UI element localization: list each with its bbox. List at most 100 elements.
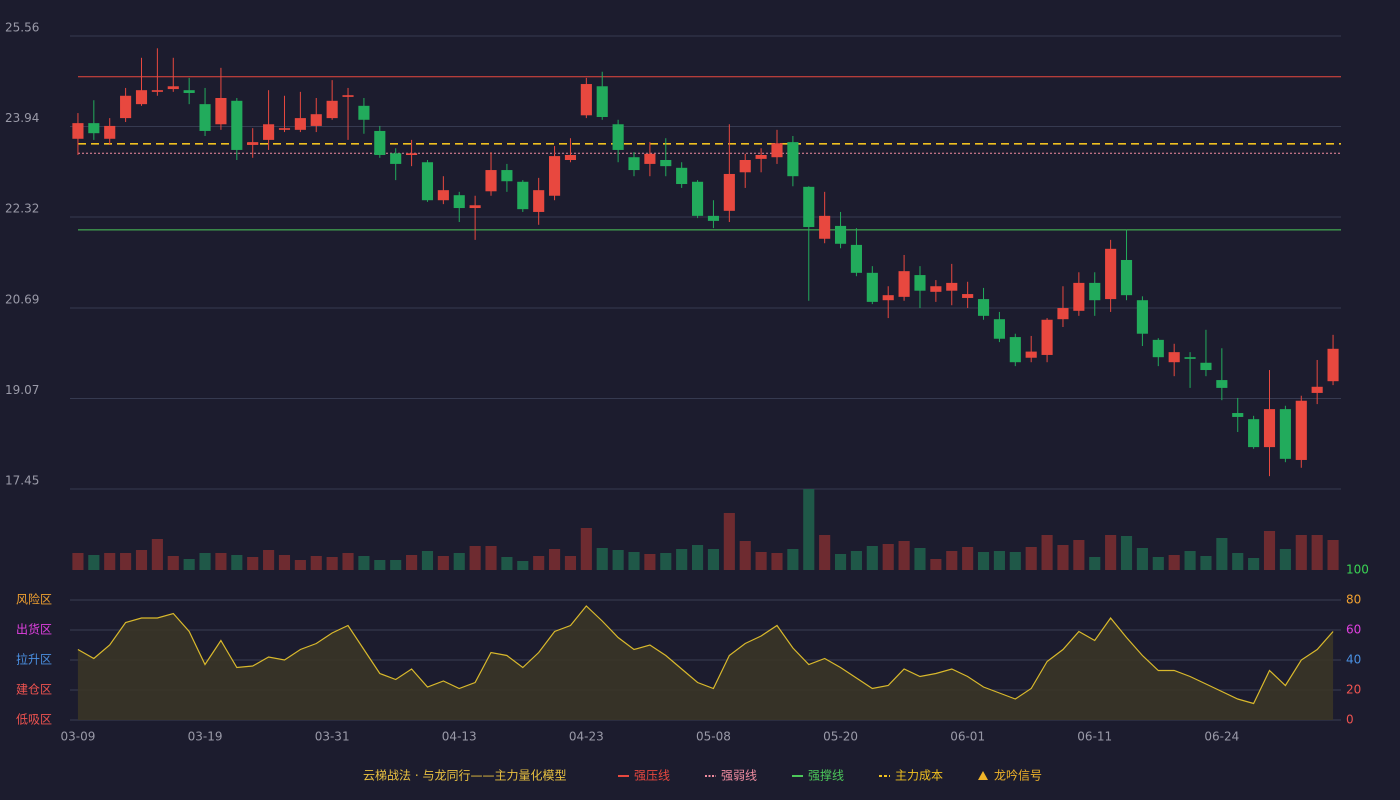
volume-bar: [167, 556, 179, 570]
volume-bar: [374, 560, 386, 570]
candle-body: [787, 142, 799, 177]
x-tick-label: 06-24: [1204, 730, 1239, 744]
legend-swatch: [978, 771, 988, 780]
candle-body: [199, 104, 211, 131]
candle-body: [596, 86, 608, 117]
candle-body: [437, 190, 449, 201]
y-tick-label: 19.07: [5, 383, 39, 397]
volume-bar: [977, 552, 990, 570]
y-tick-label: 20.69: [5, 293, 39, 307]
y-tick-label: 25.56: [5, 21, 39, 35]
volume-bar: [1216, 538, 1228, 570]
volume-bar: [564, 556, 577, 570]
volume-bar: [247, 557, 259, 570]
oscillator-line: [77, 605, 1334, 705]
candle-body: [914, 275, 926, 291]
volume-bar: [326, 557, 338, 570]
candle-body: [485, 170, 497, 192]
x-tick-label: 06-01: [950, 730, 985, 744]
candle-body: [1311, 386, 1323, 393]
volume-bar: [580, 528, 592, 570]
candle-body: [231, 100, 243, 150]
x-tick-label: 05-20: [823, 730, 858, 744]
volume-bar: [501, 557, 513, 570]
volume-bar: [469, 546, 481, 570]
volume-bar: [390, 560, 402, 570]
candle-body: [453, 195, 465, 209]
legend-label: 主力成本: [895, 769, 943, 783]
candle-body: [962, 294, 974, 298]
volume-bar: [866, 546, 878, 570]
volume-bar: [882, 544, 894, 570]
candle-body: [1105, 248, 1117, 300]
zone-label: 出货区: [16, 622, 52, 637]
candle-body: [946, 282, 958, 291]
candle-body: [374, 130, 386, 155]
candle-body: [310, 114, 322, 126]
candle-body: [120, 95, 132, 119]
legend-label: 强撑线: [808, 768, 844, 783]
candle-body: [564, 154, 577, 161]
volume-bar: [533, 556, 545, 570]
candle-body: [723, 173, 735, 211]
volume-bar: [104, 553, 116, 570]
volume-bar: [930, 559, 942, 570]
volume-bar: [135, 550, 148, 570]
oscillator-area: [77, 606, 1334, 720]
volume-bar: [962, 547, 974, 570]
candle-body: [167, 86, 179, 90]
volume-bar: [88, 555, 100, 570]
volume-bar: [231, 555, 243, 570]
y-tick-label: 22.32: [5, 201, 39, 215]
x-tick-label: 04-23: [569, 730, 604, 744]
volume-bar: [660, 553, 672, 570]
volume-bar: [739, 541, 751, 570]
candle-body: [1168, 352, 1180, 363]
volume-bar: [691, 545, 704, 570]
volume-bar: [278, 555, 291, 570]
volume-bar: [1120, 536, 1133, 570]
candle-body: [469, 205, 481, 209]
candle-body: [660, 160, 672, 167]
candle-body: [993, 319, 1005, 339]
candle-body: [850, 244, 862, 273]
candle-body: [898, 271, 910, 297]
candle-body: [707, 215, 720, 221]
volume-bar: [485, 546, 497, 570]
candle-body: [1200, 362, 1212, 371]
candle-body: [278, 128, 291, 130]
candle-body: [215, 98, 227, 125]
volume-bar: [898, 541, 910, 570]
volume-bar: [263, 550, 275, 570]
legend-label: 龙吟信号: [994, 768, 1042, 783]
candle-body: [151, 90, 163, 92]
volume-bar: [151, 539, 163, 570]
volume-bar: [421, 551, 434, 570]
candle-body: [342, 95, 354, 97]
x-tick-label: 06-11: [1077, 730, 1112, 744]
candle-body: [1248, 419, 1260, 448]
candle-body: [263, 124, 275, 140]
candle-body: [1057, 308, 1069, 320]
candle-body: [135, 90, 148, 105]
volume-bar: [803, 489, 815, 570]
candle-body: [390, 153, 402, 164]
volume-bar: [1073, 540, 1085, 570]
candle-body: [358, 105, 370, 120]
candle-body: [1025, 351, 1037, 358]
candle-body: [406, 153, 418, 155]
y-tick-label: 40: [1346, 653, 1361, 667]
candle-body: [1009, 337, 1021, 363]
volume-bar: [120, 553, 132, 570]
candle-body: [549, 156, 561, 196]
volume-bar: [1327, 540, 1339, 570]
y-tick-label: 80: [1346, 593, 1361, 607]
candle-body: [612, 124, 624, 150]
legend-label: 强弱线: [721, 769, 757, 783]
candle-body: [739, 160, 751, 173]
volume-bar: [215, 553, 227, 570]
y-tick-label: 0: [1346, 713, 1354, 727]
volume-bar: [453, 553, 465, 570]
candle-body: [294, 118, 306, 130]
candle-body: [421, 162, 434, 201]
